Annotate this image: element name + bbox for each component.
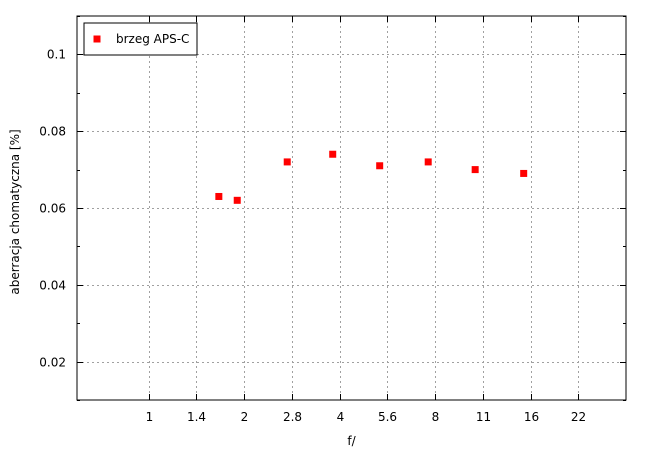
legend-box <box>83 22 198 56</box>
data-point <box>520 169 528 177</box>
y-tick-label: 0.1 <box>47 48 66 62</box>
data-point <box>215 192 223 200</box>
y-axis-title: aberracja chomatyczna [%] <box>8 129 22 294</box>
x-tick-labels: 1 1.4 2 2.8 4 5.6 8 11 16 22 <box>146 410 586 424</box>
data-point <box>424 158 432 166</box>
legend-label: brzeg APS-C <box>116 32 189 46</box>
data-point <box>471 166 479 174</box>
x-tick-label: 2 <box>241 410 249 424</box>
data-point <box>283 158 291 166</box>
x-tick-label: 16 <box>524 410 539 424</box>
x-tick-label: 22 <box>571 410 586 424</box>
x-tick-label: 1.4 <box>187 410 206 424</box>
y-tick-label: 0.06 <box>39 202 66 216</box>
x-tick-label: 11 <box>476 410 491 424</box>
grid-lines <box>77 16 626 400</box>
axis-ticks <box>77 16 626 401</box>
legend: brzeg APS-C <box>83 22 198 56</box>
x-axis-title: f/ <box>347 434 356 448</box>
x-tick-label: 4 <box>337 410 345 424</box>
y-tick-labels: 0.02 0.04 0.06 0.08 0.1 <box>39 48 66 370</box>
x-tick-label: 2.8 <box>283 410 302 424</box>
data-point <box>376 162 384 170</box>
data-point <box>233 196 241 204</box>
data-point <box>329 150 337 158</box>
data-points <box>215 150 528 204</box>
y-tick-label: 0.08 <box>39 125 66 139</box>
legend-marker <box>93 35 101 43</box>
x-tick-label: 1 <box>146 410 154 424</box>
y-tick-label: 0.02 <box>39 356 66 370</box>
x-tick-label: 5.6 <box>378 410 397 424</box>
y-tick-label: 0.04 <box>39 279 66 293</box>
x-tick-label: 8 <box>432 410 440 424</box>
